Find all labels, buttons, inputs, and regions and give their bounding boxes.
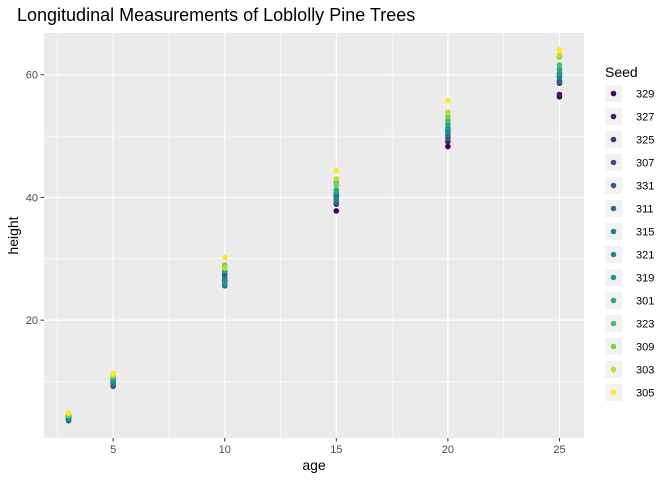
x-tick-label: 25 xyxy=(553,444,565,456)
legend-key xyxy=(610,113,617,120)
data-point xyxy=(333,195,340,202)
legend-items: 329 327 325 307 331 311 315 321 319 301 323 309 303 3… xyxy=(605,85,654,401)
chart-title: Longitudinal Measurements of Loblolly Pi… xyxy=(17,5,415,25)
legend-key xyxy=(610,136,617,143)
data-point xyxy=(445,97,451,104)
data-point xyxy=(110,370,116,377)
legend-key xyxy=(610,251,617,258)
y-tick-label: 60 xyxy=(26,70,38,82)
legend-label: 325 xyxy=(636,135,654,147)
x-axis-title: age xyxy=(302,457,326,473)
legend-key xyxy=(610,389,617,396)
legend-label: 311 xyxy=(636,204,654,216)
y-axis-title: height xyxy=(5,216,21,254)
legend-key xyxy=(610,228,617,235)
data-point xyxy=(556,62,563,68)
data-point xyxy=(333,208,340,214)
data-points xyxy=(65,46,563,424)
legend-title: Seed xyxy=(605,64,638,80)
data-point xyxy=(445,143,451,150)
legend-label: 321 xyxy=(636,250,654,262)
x-tick-label: 20 xyxy=(442,444,454,456)
legend-label: 301 xyxy=(636,296,654,308)
x-tick-label: 10 xyxy=(219,444,231,456)
minor-gridlines xyxy=(44,33,584,438)
data-point xyxy=(556,91,563,98)
legend-key xyxy=(610,182,617,189)
x-tick-label: 5 xyxy=(110,444,116,456)
legend: Seed 329 327 325 307 331 311 315 321 319 301 323 30… xyxy=(605,64,654,401)
x-axis-ticks: 5 10 15 20 25 xyxy=(110,438,566,456)
y-tick-label: 40 xyxy=(26,192,38,204)
legend-key xyxy=(610,366,617,373)
legend-key xyxy=(610,274,617,281)
x-tick-label: 15 xyxy=(330,444,342,456)
legend-label: 309 xyxy=(636,342,654,354)
legend-label: 323 xyxy=(636,319,654,331)
y-axis-ticks: 20 40 60 xyxy=(26,70,44,327)
data-point xyxy=(333,187,340,193)
data-point xyxy=(556,71,563,77)
data-point xyxy=(333,167,340,174)
legend-label: 331 xyxy=(636,181,654,193)
legend-label: 305 xyxy=(636,388,654,400)
legend-key xyxy=(610,297,617,304)
y-tick-label: 20 xyxy=(26,315,38,327)
data-point xyxy=(445,109,451,115)
data-point xyxy=(556,79,563,85)
legend-label: 329 xyxy=(636,89,654,101)
data-point xyxy=(556,66,563,73)
data-point xyxy=(65,410,72,416)
legend-label: 327 xyxy=(636,112,654,124)
legend-label: 307 xyxy=(636,158,654,170)
data-point xyxy=(556,52,563,58)
legend-key xyxy=(610,320,617,327)
legend-label: 303 xyxy=(636,365,654,377)
data-point xyxy=(221,265,228,271)
data-point xyxy=(333,182,340,188)
legend-label: 315 xyxy=(636,227,654,239)
legend-key xyxy=(610,343,617,350)
legend-key xyxy=(610,90,617,97)
data-point xyxy=(221,280,228,287)
data-point xyxy=(333,176,340,182)
data-point xyxy=(445,113,451,120)
legend-key xyxy=(610,159,617,166)
legend-key xyxy=(610,205,617,212)
plot-panel xyxy=(44,33,584,438)
legend-label: 319 xyxy=(636,273,654,285)
data-point xyxy=(556,46,563,53)
data-point xyxy=(221,254,228,261)
